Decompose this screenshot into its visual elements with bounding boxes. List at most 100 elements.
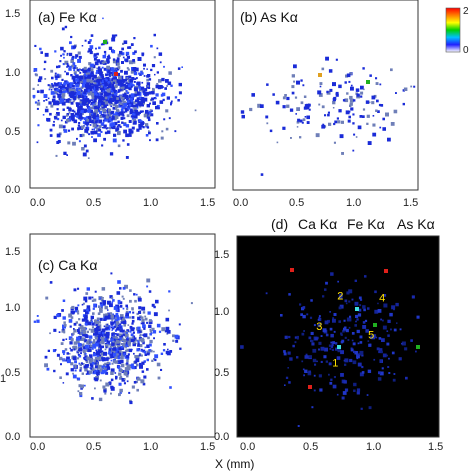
- map-pixel: [387, 137, 391, 142]
- composite-pixel: [310, 299, 313, 302]
- map-pixel: [144, 317, 148, 321]
- map-pixel: [393, 109, 398, 114]
- map-pixel: [74, 369, 77, 372]
- map-pixel: [341, 152, 344, 155]
- map-pixel: [111, 329, 113, 331]
- map-pixel: [110, 321, 114, 325]
- map-pixel: [142, 321, 145, 325]
- map-pixel: [127, 106, 131, 110]
- map-pixel: [84, 339, 88, 343]
- map-pixel: [377, 110, 380, 113]
- composite-pixel: [317, 323, 321, 327]
- map-pixel: [301, 121, 304, 124]
- map-pixel: [143, 102, 145, 105]
- composite-pixel: [332, 341, 335, 344]
- map-pixel: [126, 329, 130, 333]
- map-pixel: [70, 98, 72, 101]
- map-pixel: [118, 347, 122, 350]
- map-pixel: [117, 338, 120, 341]
- map-pixel: [87, 321, 92, 326]
- composite-pixel: [309, 316, 313, 319]
- map-pixel: [119, 301, 123, 305]
- map-pixel: [360, 85, 364, 90]
- composite-pixel: [308, 336, 312, 340]
- map-pixel: [87, 50, 90, 53]
- map-pixel: [98, 356, 101, 358]
- map-pixel: [95, 351, 100, 356]
- map-pixel: [297, 118, 301, 122]
- map-pixel: [60, 363, 62, 366]
- map-pixel: [130, 99, 133, 103]
- composite-pixel: [359, 341, 363, 344]
- composite-pixel: [354, 279, 357, 282]
- map-pixel: [75, 339, 80, 343]
- map-pixel: [321, 67, 325, 71]
- map-pixel: [93, 112, 96, 116]
- map-pixel: [251, 93, 255, 97]
- map-pixel: [96, 105, 101, 109]
- map-pixel: [135, 67, 139, 72]
- map-pixel: [152, 101, 156, 105]
- map-pixel: [138, 306, 142, 310]
- map-pixel: [67, 141, 71, 145]
- map-pixel: [85, 373, 88, 375]
- map-pixel: [149, 91, 152, 94]
- map-pixel: [75, 87, 79, 92]
- map-pixel: [166, 85, 168, 87]
- map-pixel: [85, 319, 89, 324]
- map-pixel: [103, 114, 107, 118]
- map-pixel: [104, 62, 107, 65]
- map-pixel: [61, 27, 65, 31]
- map-pixel: [44, 108, 49, 113]
- map-pixel: [70, 368, 74, 372]
- map-pixel: [60, 46, 64, 51]
- map-pixel: [121, 378, 126, 382]
- map-pixel: [296, 120, 300, 124]
- map-pixel: [85, 116, 89, 119]
- map-pixel: [117, 120, 120, 123]
- map-pixel: [131, 316, 135, 319]
- map-pixel: [291, 91, 295, 95]
- map-pixel: [70, 102, 74, 105]
- composite-pixel: [304, 369, 308, 373]
- map-pixel: [122, 56, 125, 59]
- map-pixel: [304, 104, 309, 108]
- map-pixel: [66, 118, 70, 123]
- map-pixel: [128, 120, 132, 123]
- map-pixel: [146, 344, 150, 348]
- map-pixel: [76, 115, 79, 118]
- map-pixel: [112, 100, 115, 103]
- map-pixel: [75, 321, 78, 324]
- map-pixel: [97, 328, 101, 332]
- map-pixel: [137, 342, 140, 345]
- y-axis-title-fragment: 1: [0, 373, 6, 385]
- map-pixel: [170, 84, 173, 87]
- map-pixel: [72, 55, 75, 59]
- map-pixel: [48, 88, 51, 91]
- map-pixel: [107, 61, 110, 64]
- map-pixel: [160, 136, 164, 140]
- spot-label: 2: [337, 290, 343, 302]
- map-pixel: [133, 107, 137, 111]
- map-pixel: [102, 17, 104, 20]
- composite-pixel: [330, 272, 334, 276]
- map-pixel: [117, 91, 120, 93]
- map-pixel: [117, 53, 121, 57]
- map-pixel: [79, 71, 82, 74]
- map-pixel: [82, 330, 87, 335]
- map-pixel: [73, 328, 75, 330]
- map-pixel: [109, 312, 113, 315]
- map-pixel: [84, 88, 88, 93]
- map-pixel: [107, 127, 109, 129]
- composite-pixel: [309, 355, 312, 359]
- map-pixel: [117, 280, 121, 284]
- map-pixel: [99, 354, 102, 357]
- map-pixel: [336, 117, 339, 120]
- map-pixel: [67, 129, 71, 132]
- map-pixel: [44, 355, 48, 359]
- map-pixel: [143, 327, 146, 330]
- map-pixel: [144, 315, 147, 318]
- map-pixel: [126, 114, 130, 118]
- map-pixel: [62, 382, 65, 384]
- map-pixel: [88, 370, 93, 374]
